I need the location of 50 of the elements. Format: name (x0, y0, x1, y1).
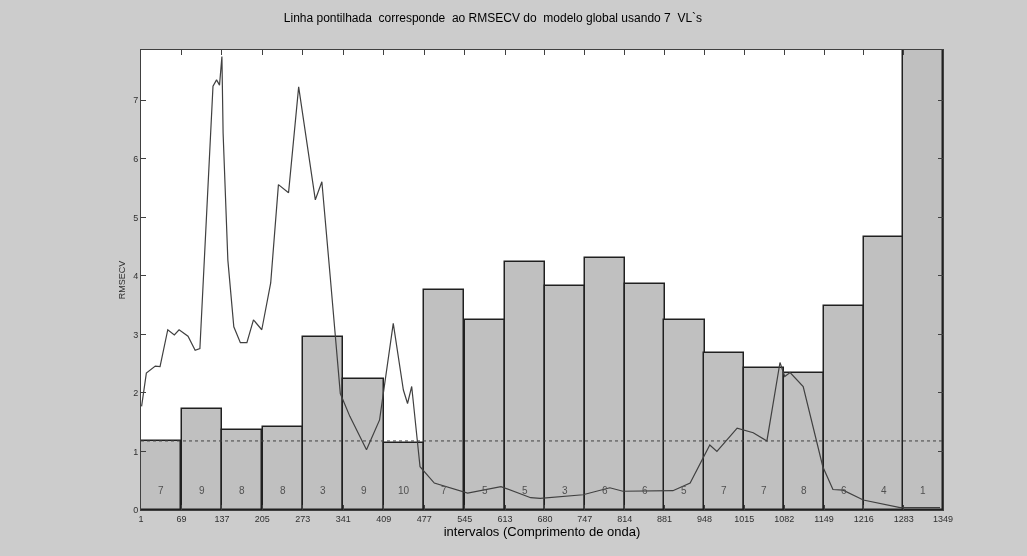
y-tick-label: 5 (133, 212, 139, 223)
x-tick-label: 273 (295, 513, 311, 524)
x-tick-label: 1082 (774, 513, 795, 524)
x-tick-label: 137 (214, 513, 230, 524)
annotation: 6 (642, 485, 648, 496)
y-tick-label: 3 (133, 329, 139, 340)
annotation: 7 (761, 485, 767, 496)
y-axis-title: RMSECV (116, 260, 127, 300)
y-tick-label: 6 (133, 154, 139, 164)
annotation: 8 (239, 485, 245, 496)
annotation: 5 (522, 485, 528, 496)
y-tick-label: 4 (133, 271, 139, 282)
annotation: 8 (801, 485, 807, 496)
annotation: 7 (721, 485, 727, 496)
annotation: 1 (920, 485, 926, 496)
x-tick-label: 205 (254, 513, 270, 524)
x-tick-label: 881 (657, 513, 673, 524)
chart-title: Linha pontilhada corresponde ao RMSECV do modelo global usando 7 VL`s (283, 11, 703, 26)
x-tick-label: 1149 (814, 513, 834, 524)
x-tick-label: 1015 (734, 513, 755, 524)
annotation: 10 (398, 485, 410, 496)
y-tick-label: 0 (133, 505, 139, 516)
annotation: 8 (280, 485, 286, 496)
annotation: 9 (361, 485, 367, 496)
y-tick-label: 1 (133, 446, 139, 457)
annotation: 9 (199, 485, 205, 496)
annotation: 3 (562, 485, 568, 496)
annotation: 5 (681, 485, 687, 496)
x-tick-label: 477 (416, 513, 432, 524)
x-tick-label: 1349 (932, 513, 954, 524)
x-tick-label: 948 (696, 513, 712, 524)
annotation: 7 (441, 485, 447, 496)
x-tick-label: 1283 (893, 513, 914, 524)
x-tick-label: 814 (617, 513, 633, 524)
x-tick-label: 613 (497, 513, 513, 524)
y-tick-label: 2 (133, 388, 139, 399)
annotation: 4 (881, 485, 887, 496)
annotation: 7 (158, 485, 164, 496)
x-tick-label: 341 (335, 513, 351, 524)
x-tick-label: 1216 (853, 513, 874, 524)
annotation: 3 (320, 485, 326, 496)
x-tick-label: 747 (577, 513, 593, 524)
x-tick-label: 69 (176, 513, 187, 524)
x-tick-label: 409 (376, 513, 392, 524)
x-axis-title: intervalos (Comprimento de onda) (443, 524, 641, 540)
annotation: 6 (841, 485, 847, 496)
x-tick-label: 680 (537, 513, 553, 524)
annotation: 5 (482, 485, 488, 496)
x-tick-label: 545 (457, 513, 473, 524)
y-tick-label: 7 (133, 95, 139, 106)
